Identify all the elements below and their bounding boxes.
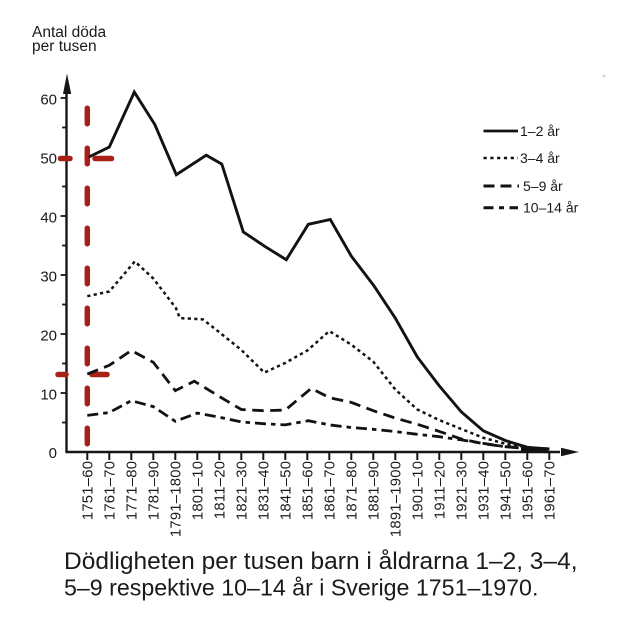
- svg-text:1911–20: 1911–20: [433, 461, 449, 519]
- svg-text:40: 40: [40, 210, 57, 227]
- svg-text:1871–80: 1871–80: [345, 461, 361, 520]
- svg-text:1801–10: 1801–10: [191, 461, 207, 520]
- svg-text:1821–30: 1821–30: [235, 461, 251, 520]
- svg-text:60: 60: [40, 92, 57, 109]
- svg-text:20: 20: [40, 328, 57, 345]
- svg-text:per tusen: per tusen: [32, 38, 97, 55]
- svg-text:1901–10: 1901–10: [411, 461, 427, 520]
- svg-text:1881–90: 1881–90: [367, 461, 383, 520]
- svg-text:1861–70: 1861–70: [323, 461, 339, 520]
- svg-text:1951–60: 1951–60: [521, 461, 537, 520]
- svg-text:10: 10: [40, 387, 57, 404]
- svg-text:1771–80: 1771–80: [125, 461, 141, 520]
- svg-text:1931–40: 1931–40: [477, 461, 493, 520]
- svg-text:1791–1800: 1791–1800: [169, 461, 185, 537]
- svg-text:0: 0: [49, 445, 57, 462]
- svg-text:50: 50: [40, 151, 57, 168]
- svg-text:1851–60: 1851–60: [301, 461, 317, 520]
- svg-text:30: 30: [40, 269, 57, 286]
- svg-text:1961–70: 1961–70: [543, 461, 559, 520]
- svg-text:1761–70: 1761–70: [103, 461, 119, 520]
- svg-text:1941–50: 1941–50: [499, 461, 515, 520]
- svg-text:1–2 år: 1–2 år: [520, 123, 560, 139]
- svg-text:5–9 respektive 10–14 år i Sver: 5–9 respektive 10–14 år i Sverige 1751–1…: [64, 575, 538, 601]
- svg-text:1811–20: 1811–20: [213, 461, 229, 519]
- svg-text:1921–30: 1921–30: [455, 461, 471, 520]
- svg-text:1751–60: 1751–60: [81, 461, 97, 520]
- svg-text:1841–50: 1841–50: [279, 461, 295, 520]
- svg-text:Antal döda: Antal döda: [32, 24, 106, 41]
- svg-text:5–9 år: 5–9 år: [523, 178, 563, 194]
- svg-text:10–14 år: 10–14 år: [523, 200, 579, 216]
- svg-text:1891–1900: 1891–1900: [389, 461, 405, 537]
- svg-text:3–4 år: 3–4 år: [520, 150, 560, 166]
- svg-text:1831–40: 1831–40: [257, 461, 273, 520]
- svg-text:1781–90: 1781–90: [147, 461, 163, 520]
- svg-text:Dödligheten per tusen barn i å: Dödligheten per tusen barn i åldrarna 1–…: [64, 548, 578, 575]
